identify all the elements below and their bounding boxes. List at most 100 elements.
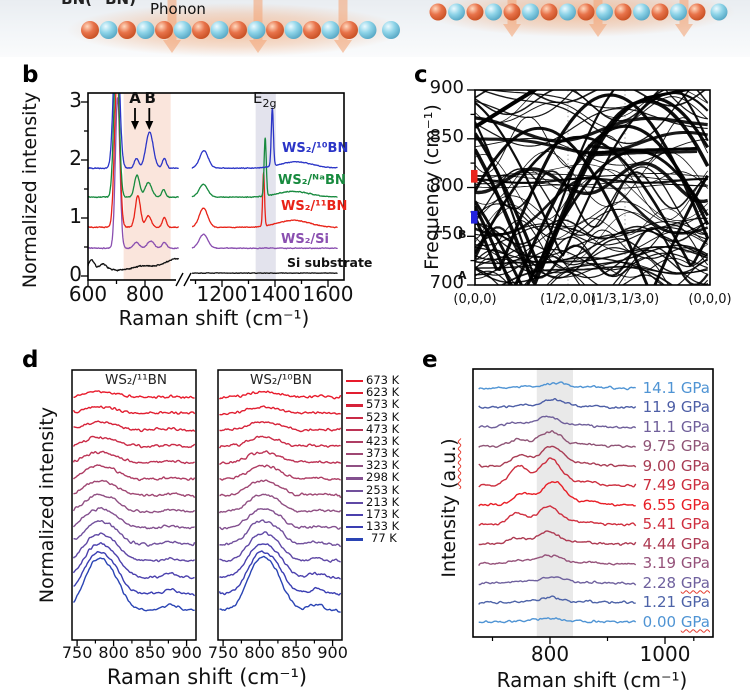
legend-line <box>346 416 363 419</box>
panel-e-xtick: 800 <box>530 642 570 666</box>
legend-temp-label: 253 K <box>366 482 400 497</box>
panel-d-title-11bn: WS₂/¹¹BN <box>104 372 168 388</box>
temp-spectra-1 <box>218 390 342 613</box>
legend-temp-label: 473 K <box>366 421 400 436</box>
series-label: Si substrate <box>287 255 373 270</box>
panel-d-canvas <box>71 369 343 646</box>
legend-temp-label: 623 K <box>366 385 400 400</box>
series-label: WS₂/¹⁰BN <box>282 141 349 156</box>
mode-marker-a <box>471 210 478 224</box>
panel-d-xtick: 800 <box>244 643 275 662</box>
shaded-band <box>536 369 573 637</box>
panel-d-xtick: 750 <box>61 643 93 662</box>
legend-temp-label: 213 K <box>366 494 400 509</box>
pressure-label: 14.1 GPa <box>642 378 710 397</box>
annotation-a: A <box>129 89 141 107</box>
panel-d-frame-1 <box>217 369 343 641</box>
legend-line <box>346 404 363 407</box>
legend-line <box>346 428 363 431</box>
legend-line <box>346 538 363 541</box>
legend-temp-label: 423 K <box>366 433 400 448</box>
legend-temp-label: 523 K <box>366 409 400 424</box>
pressure-label: 0.00 GPa <box>642 612 710 631</box>
panel-d-xtick: 850 <box>280 643 312 662</box>
series-label: WS₂/Si <box>281 232 329 247</box>
legend-temp-label: 673 K <box>366 373 400 387</box>
pressure-label: 5.41 GPa <box>642 515 710 533</box>
panel-e-xtick: 1000 <box>639 642 691 666</box>
legend-temp-label: 77 K <box>371 531 397 546</box>
pressure-label: 6.55 GPa <box>642 495 710 514</box>
panel-e-ylabel-unit: (a.u.) <box>438 438 460 489</box>
panel-b-frame <box>87 92 345 281</box>
legend-line <box>346 477 363 480</box>
panel-b-xtick: 1400 <box>249 282 301 306</box>
pressure-label: 11.1 GPa <box>642 417 710 436</box>
schematic-canvas <box>67 0 735 57</box>
panel-d-xtick: 850 <box>134 643 166 662</box>
phonon-label: Phonon <box>150 0 206 18</box>
panel-b-xlabel: Raman shift (cm⁻¹) <box>118 306 310 330</box>
legend-temp-label: 298 K <box>366 470 400 485</box>
legend-temp-label: 573 K <box>366 397 400 412</box>
phonon-schematic: ¹⁰BN(¹¹BN) Phonon <box>0 0 750 57</box>
legend-line <box>346 489 363 492</box>
panel-b-ytick: 1 <box>69 204 82 228</box>
panel-d-xtick: 900 <box>317 643 348 662</box>
kpoint-label: (0,0,0) <box>453 292 497 307</box>
legend-line <box>346 440 363 444</box>
panel-d-xtick: 900 <box>171 643 202 662</box>
panel-d-ylabel: Normalized intensity <box>36 406 58 604</box>
panel-b-ytick: 3 <box>69 88 82 112</box>
panel-e-xlabel: Raman shift (cm⁻¹) <box>496 668 688 692</box>
legend-line <box>346 526 363 529</box>
panel-e-canvas <box>472 368 714 644</box>
atom-chains <box>81 3 728 39</box>
kpoint-label: (1/3,1/3,0) <box>590 292 660 307</box>
pressure-label: 11.9 GPa <box>642 398 710 416</box>
legend-line <box>346 465 363 468</box>
legend-temp-label: 373 K <box>366 446 400 461</box>
legend-temp-label: 173 K <box>366 506 400 521</box>
temp-spectra-0 <box>72 390 196 612</box>
panel-b-ytick: 0 <box>69 262 82 286</box>
panel-b-xtick: 800 <box>125 282 165 306</box>
legend-temp-label: 323 K <box>366 458 400 473</box>
mode-label-a: A <box>458 269 467 282</box>
panel-b-ylabel: Normalized intensity <box>19 91 41 289</box>
panel-b-xtick: 1600 <box>302 282 354 306</box>
panel-e-ylabel-base: Intensity <box>438 488 460 578</box>
panel-d-xlabel: Raman shift (cm⁻¹) <box>106 665 308 689</box>
panel-c-label: c <box>414 62 428 88</box>
legend-line <box>346 501 363 504</box>
legend-line <box>346 513 363 517</box>
series-label: WS₂/¹¹BN <box>281 199 348 214</box>
mode-marker-b <box>471 169 478 183</box>
panel-e-frame <box>472 368 714 638</box>
raman-spectra <box>88 93 338 275</box>
phonon-bands <box>475 90 710 285</box>
panel-b-ticks <box>81 101 329 287</box>
panel-d-xtick: 800 <box>98 643 129 662</box>
pressure-label: 9.00 GPa <box>642 456 710 475</box>
e2g-annotation: E2g <box>253 89 277 110</box>
mode-label-b: B <box>458 228 467 241</box>
panel-b-xtick: 600 <box>68 282 108 306</box>
panel-c-ytick: 750 <box>429 223 464 245</box>
annotation-b: B <box>144 89 156 107</box>
pressure-label: 1.21 GPa <box>642 593 710 611</box>
legend-line <box>346 453 363 456</box>
isotope-bn-label: ¹⁰BN(¹¹BN) <box>48 0 136 8</box>
panel-c-ytick: 900 <box>429 77 464 98</box>
panel-c-ytick: 800 <box>429 174 464 196</box>
panel-e-label: e <box>422 347 438 373</box>
panel-b-canvas <box>81 92 345 287</box>
pressure-label: 7.49 GPa <box>642 476 710 494</box>
kpoint-label: (0,0,0) <box>688 292 732 307</box>
panel-b-xtick: 1200 <box>196 282 248 306</box>
legend-temp-label: 133 K <box>366 519 400 534</box>
pressure-label: 9.75 GPa <box>642 437 710 455</box>
panel-c-ytick: 700 <box>429 272 464 293</box>
pressure-label: 4.44 GPa <box>642 534 710 553</box>
